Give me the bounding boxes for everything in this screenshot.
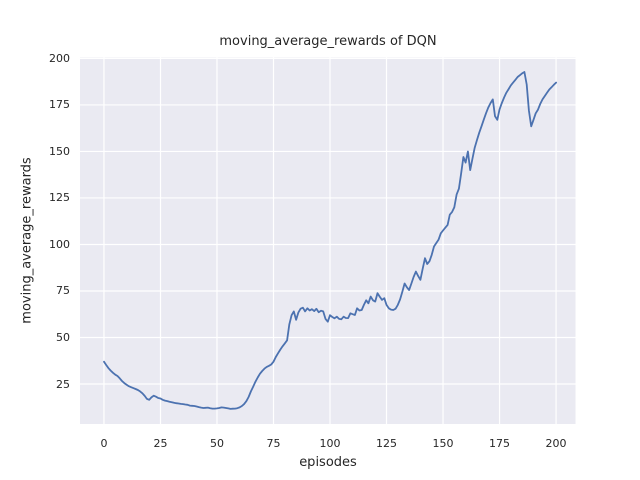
plot-area bbox=[80, 57, 576, 424]
x-tick-label: 125 bbox=[376, 437, 398, 450]
x-tick-label: 175 bbox=[489, 437, 511, 450]
y-tick-label: 125 bbox=[49, 191, 70, 205]
x-tick-label: 25 bbox=[153, 437, 168, 450]
y-tick-label: 25 bbox=[56, 377, 70, 391]
x-tick-label: 150 bbox=[432, 437, 454, 450]
x-tick-label: 75 bbox=[266, 437, 281, 450]
y-tick-label: 100 bbox=[49, 237, 70, 251]
y-tick-label: 175 bbox=[49, 98, 70, 112]
x-tick-label: 100 bbox=[319, 437, 341, 450]
y-tick-label: 50 bbox=[56, 330, 70, 344]
x-tick-label: 50 bbox=[209, 437, 224, 450]
chart-title: moving_average_rewards of DQN bbox=[219, 34, 437, 49]
y-tick-label: 75 bbox=[56, 284, 70, 298]
y-tick-label: 150 bbox=[49, 144, 70, 158]
y-tick-label: 200 bbox=[49, 51, 70, 65]
x-tick-label: 0 bbox=[100, 437, 108, 450]
x-axis-label: episodes bbox=[299, 455, 357, 470]
series-line-moving_average_rewards bbox=[103, 71, 557, 410]
x-tick-label: 200 bbox=[545, 437, 567, 450]
y-axis-label: moving_average_rewards bbox=[19, 157, 35, 324]
